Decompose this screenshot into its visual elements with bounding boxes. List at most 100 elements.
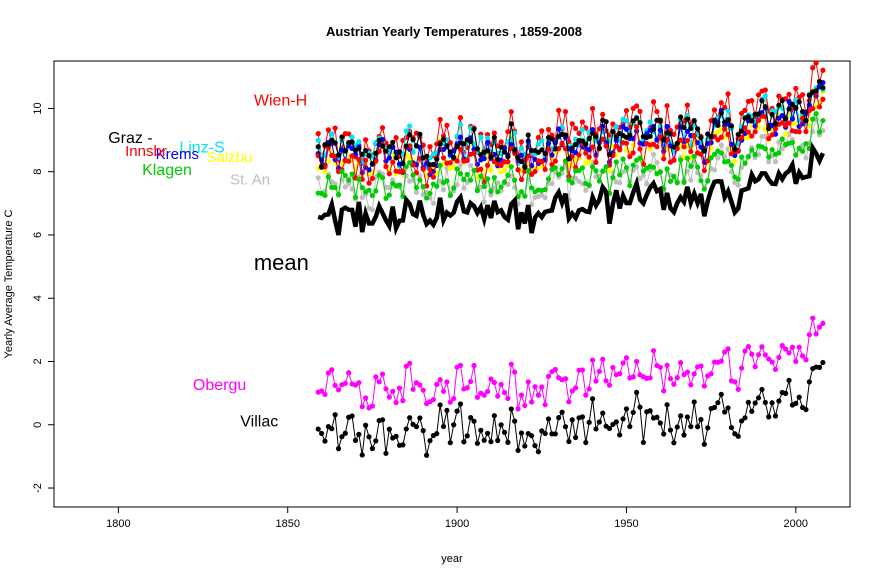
data-point [613, 143, 619, 149]
data-point [739, 134, 745, 141]
data-point [708, 133, 714, 140]
data-point [403, 426, 409, 432]
data-point [627, 423, 633, 430]
data-point [783, 390, 789, 396]
data-point [640, 168, 646, 174]
data-point [495, 156, 501, 163]
data-point [755, 111, 762, 117]
data-point [742, 107, 748, 113]
data-point [569, 417, 575, 423]
data-point [718, 110, 724, 116]
data-point [566, 156, 572, 162]
data-point [776, 93, 782, 99]
data-point [545, 176, 552, 182]
data-point [813, 111, 819, 117]
data-point [468, 415, 474, 421]
data-point [383, 386, 389, 392]
data-point [569, 180, 575, 186]
data-point [332, 382, 338, 389]
series-label: mean [254, 250, 309, 275]
data-point [498, 144, 504, 150]
data-point [383, 195, 389, 201]
data-point [661, 431, 667, 437]
data-point [464, 433, 470, 439]
data-point [437, 162, 443, 168]
data-point [688, 163, 694, 169]
data-point [329, 137, 335, 143]
data-point [417, 131, 423, 137]
data-point [596, 419, 602, 425]
data-point [346, 158, 352, 164]
data-point [356, 146, 362, 152]
data-point [386, 155, 392, 161]
data-point [766, 125, 772, 132]
data-point [776, 354, 782, 360]
data-point [417, 415, 423, 421]
data-point [681, 432, 687, 438]
data-point [549, 181, 555, 187]
data-point [349, 134, 355, 140]
data-point [322, 438, 328, 444]
data-point [454, 182, 460, 188]
data-point [407, 415, 413, 421]
data-point [423, 153, 430, 159]
data-point [396, 149, 403, 155]
data-point [583, 150, 589, 156]
data-point [444, 122, 450, 128]
data-point [451, 395, 457, 402]
data-point [545, 373, 552, 379]
data-point [600, 123, 606, 129]
data-point [332, 125, 338, 131]
data-point [705, 425, 711, 431]
data-point [691, 371, 697, 377]
data-point [518, 139, 525, 145]
data-point [410, 386, 416, 392]
data-point [410, 172, 416, 178]
data-point [728, 424, 735, 431]
data-point [420, 428, 426, 434]
data-point [539, 158, 545, 165]
data-point [413, 424, 420, 430]
data-point [708, 371, 714, 377]
data-point [606, 168, 613, 174]
data-point [701, 186, 707, 192]
data-point [678, 157, 684, 163]
data-point [349, 139, 355, 145]
data-point [816, 324, 823, 330]
data-point [813, 88, 819, 94]
data-point [593, 133, 599, 140]
data-point [691, 133, 697, 139]
data-point [739, 128, 745, 134]
data-point [803, 155, 809, 161]
data-point [630, 409, 636, 416]
data-point [593, 426, 599, 432]
data-point [779, 136, 785, 142]
data-point [725, 405, 731, 411]
data-point [583, 439, 589, 446]
data-point [491, 140, 497, 146]
data-point [745, 343, 751, 350]
data-point [715, 400, 721, 406]
data-point [793, 400, 799, 406]
data-point [379, 371, 386, 377]
data-point [786, 350, 792, 356]
y-tick-label: 10 [32, 102, 44, 114]
data-point [335, 191, 342, 197]
data-point [803, 128, 809, 135]
data-point [579, 127, 586, 133]
data-point [735, 182, 741, 188]
data-point [688, 148, 694, 155]
data-point [535, 134, 541, 141]
data-point [501, 179, 508, 185]
data-point [820, 359, 826, 366]
data-point [498, 381, 504, 388]
data-point [606, 151, 613, 158]
data-point [440, 388, 447, 394]
data-point [400, 137, 406, 144]
data-point [600, 168, 606, 174]
data-point [495, 437, 501, 444]
data-point [793, 85, 799, 92]
data-point [617, 371, 623, 377]
data-point [440, 423, 447, 430]
